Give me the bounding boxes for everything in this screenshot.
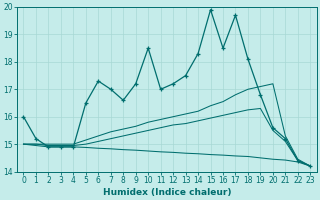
X-axis label: Humidex (Indice chaleur): Humidex (Indice chaleur) xyxy=(103,188,231,197)
